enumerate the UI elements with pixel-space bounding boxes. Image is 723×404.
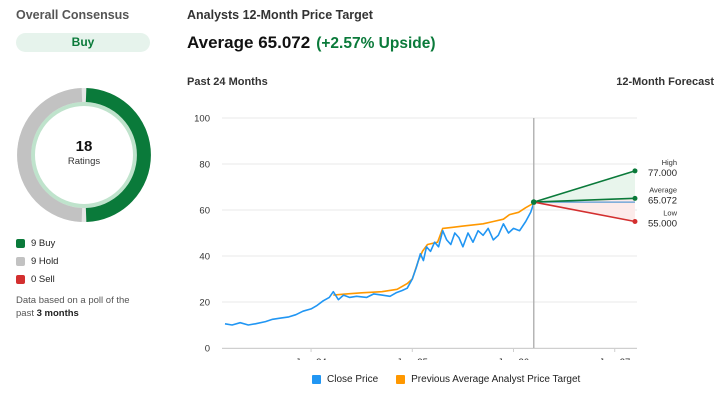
- x-tick-label: Jan, 24: [295, 357, 326, 360]
- total-ratings-count: 18: [75, 138, 93, 155]
- forecast-upside-area: [533, 170, 635, 203]
- forecast-high-line: [533, 170, 636, 203]
- y-tick-label: 80: [199, 160, 210, 171]
- chart-legend: Close Price Previous Average Analyst Pri…: [312, 374, 598, 385]
- forecast-high-label: High: [662, 158, 677, 167]
- previous-target-legend-label: Previous Average Analyst Price Target: [411, 374, 581, 385]
- forecast-average-dot: [632, 195, 638, 201]
- ratings-legend: 9 Buy 9 Hold 0 Sell: [16, 234, 156, 288]
- series-line-1: [333, 202, 535, 296]
- forecast-period-label: 12-Month Forecast: [616, 76, 714, 88]
- poll-note-text: Data based on a poll of the past: [16, 295, 130, 319]
- poll-note: Data based on a poll of the past 3 month…: [16, 294, 146, 320]
- ratings-donut: [17, 88, 151, 222]
- close-price-swatch: [312, 375, 321, 384]
- forecast-average-label: Average: [649, 185, 677, 194]
- forecast-average-line: [533, 197, 636, 203]
- y-tick-label: 100: [194, 114, 210, 125]
- buy-label: 9 Buy: [31, 237, 56, 249]
- legend-close-price: Close Price: [312, 374, 378, 385]
- price-target-title: Analysts 12-Month Price Target: [187, 8, 373, 22]
- hold-label: 9 Hold: [31, 255, 59, 267]
- forecast-low-line: [533, 201, 636, 223]
- buy-swatch: [16, 238, 25, 248]
- average-price-target: Average 65.072: [187, 33, 311, 52]
- previous-target-swatch: [396, 375, 406, 384]
- past-period-label: Past 24 Months: [187, 76, 268, 88]
- consensus-rating-badge: Buy: [16, 33, 150, 52]
- x-tick-label: Jan, 25: [397, 357, 428, 360]
- y-tick-label: 40: [199, 252, 210, 263]
- consensus-panel: Overall Consensus Buy 18 Ratings 9 Buy 9…: [16, 8, 156, 319]
- x-tick-label: Jan, 26: [498, 357, 529, 360]
- legend-sell: 0 Sell: [16, 270, 156, 288]
- y-tick-label: 0: [205, 344, 210, 355]
- sell-label: 0 Sell: [31, 273, 55, 285]
- x-tick-label: Jan, 27: [599, 357, 630, 360]
- forecast-downside-area: [533, 198, 635, 222]
- forecast-start-dot: [530, 199, 537, 205]
- donut-segment-1: [17, 88, 83, 222]
- forecast-high-dot: [632, 168, 638, 174]
- donut-segment-0: [85, 88, 151, 222]
- y-tick-label: 20: [199, 298, 210, 309]
- hold-swatch: [16, 256, 25, 266]
- poll-note-period: 3 months: [36, 308, 79, 319]
- legend-hold: 9 Hold: [16, 252, 156, 270]
- consensus-title: Overall Consensus: [16, 8, 130, 22]
- donut-inner-ring: [30, 101, 138, 209]
- forecast-average-value: 65.072: [648, 195, 677, 206]
- upside-percent: (+2.57% Upside): [316, 35, 436, 52]
- forecast-low-value: 55.000: [648, 219, 677, 230]
- forecast-low-label: Low: [663, 209, 677, 218]
- price-target-panel: Analysts 12-Month Price Target Average 6…: [187, 8, 717, 398]
- legend-previous-target: Previous Average Analyst Price Target: [396, 374, 580, 385]
- sell-swatch: [16, 274, 25, 284]
- y-tick-label: 60: [199, 206, 210, 217]
- price-target-chart: 0 20 40 60 80 100 Jan, 24 Jan, 25 Jan, 26 Jan, 27…: [194, 114, 677, 361]
- legend-buy: 9 Buy: [16, 234, 156, 252]
- donut-center: 18 Ratings: [16, 138, 152, 168]
- ratings-label: Ratings: [67, 156, 101, 167]
- close-price-legend-label: Close Price: [327, 374, 379, 385]
- price-target-headline: Average 65.072 (+2.57% Upside): [187, 33, 436, 53]
- series-line-0: [224, 202, 535, 326]
- forecast-high-value: 77.000: [648, 168, 677, 179]
- forecast-low-dot: [632, 219, 638, 224]
